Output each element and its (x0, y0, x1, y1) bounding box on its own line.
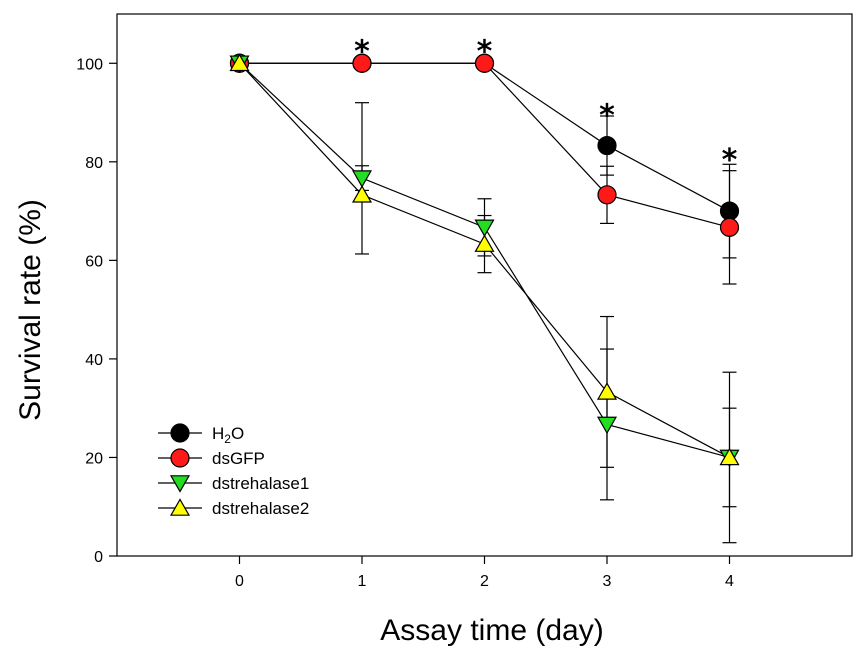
x-tick-label: 1 (358, 573, 367, 590)
significance-star: * (722, 143, 738, 178)
legend: H2O dsGFP dstrehalase1 dstrehalase2 (158, 423, 309, 518)
significance-star: * (354, 35, 370, 70)
x-tick-label: 4 (725, 573, 734, 590)
data-point-dstrehalase2 (229, 53, 250, 72)
y-tick-label: 0 (94, 549, 103, 566)
x-tick-label: 0 (235, 573, 244, 590)
error-bars (355, 102, 737, 544)
significance-star: * (599, 99, 615, 134)
legend-label-dstrehalase1: dstrehalase1 (212, 474, 309, 493)
series-layer (229, 53, 740, 544)
data-point-dstrehalase2 (351, 185, 373, 203)
y-tick-label: 20 (85, 450, 103, 467)
legend-label-dsgfp: dsGFP (212, 449, 265, 468)
data-point-dstrehalase1 (351, 170, 373, 188)
data-point-dstrehalase2 (474, 234, 495, 252)
legend-marker-dstrehalase2 (169, 498, 191, 516)
significance-star: * (477, 35, 493, 70)
data-point-dstrehalase2 (596, 382, 618, 400)
y-tick-label: 80 (85, 155, 103, 172)
x-tick-label: 2 (480, 573, 489, 590)
legend-marker-h2o (170, 423, 190, 443)
y-tick-label: 100 (76, 56, 103, 73)
x-axis: 0 1 2 3 4 (235, 556, 734, 590)
legend-label-h2o: H2O (212, 424, 244, 446)
series-line-h2o (239, 62, 730, 212)
y-axis-title: Survival rate (%) (14, 199, 47, 421)
data-point-dstrehalase1 (596, 416, 618, 435)
legend-label-dstrehalase2: dstrehalase2 (212, 499, 309, 518)
y-tick-label: 60 (85, 253, 103, 270)
y-tick-label: 40 (85, 352, 103, 369)
data-point-dstrehalase2 (719, 447, 740, 466)
legend-marker-dsgfp (170, 448, 190, 468)
data-point-dsgfp (474, 53, 495, 73)
data-point-dstrehalase1 (474, 219, 495, 238)
data-point-h2o (597, 135, 617, 156)
legend-marker-dstrehalase1 (169, 475, 191, 493)
data-point-dsgfp (597, 185, 617, 205)
x-axis-title: Assay time (day) (380, 614, 603, 647)
y-axis: 0 20 40 60 80 100 (76, 56, 117, 566)
data-point-h2o (719, 201, 740, 221)
x-tick-label: 3 (603, 573, 612, 590)
annotation-layer: * * * * (354, 35, 738, 178)
series-points (229, 53, 740, 468)
data-point-dsgfp (719, 217, 740, 237)
data-point-dsgfp (352, 53, 372, 73)
